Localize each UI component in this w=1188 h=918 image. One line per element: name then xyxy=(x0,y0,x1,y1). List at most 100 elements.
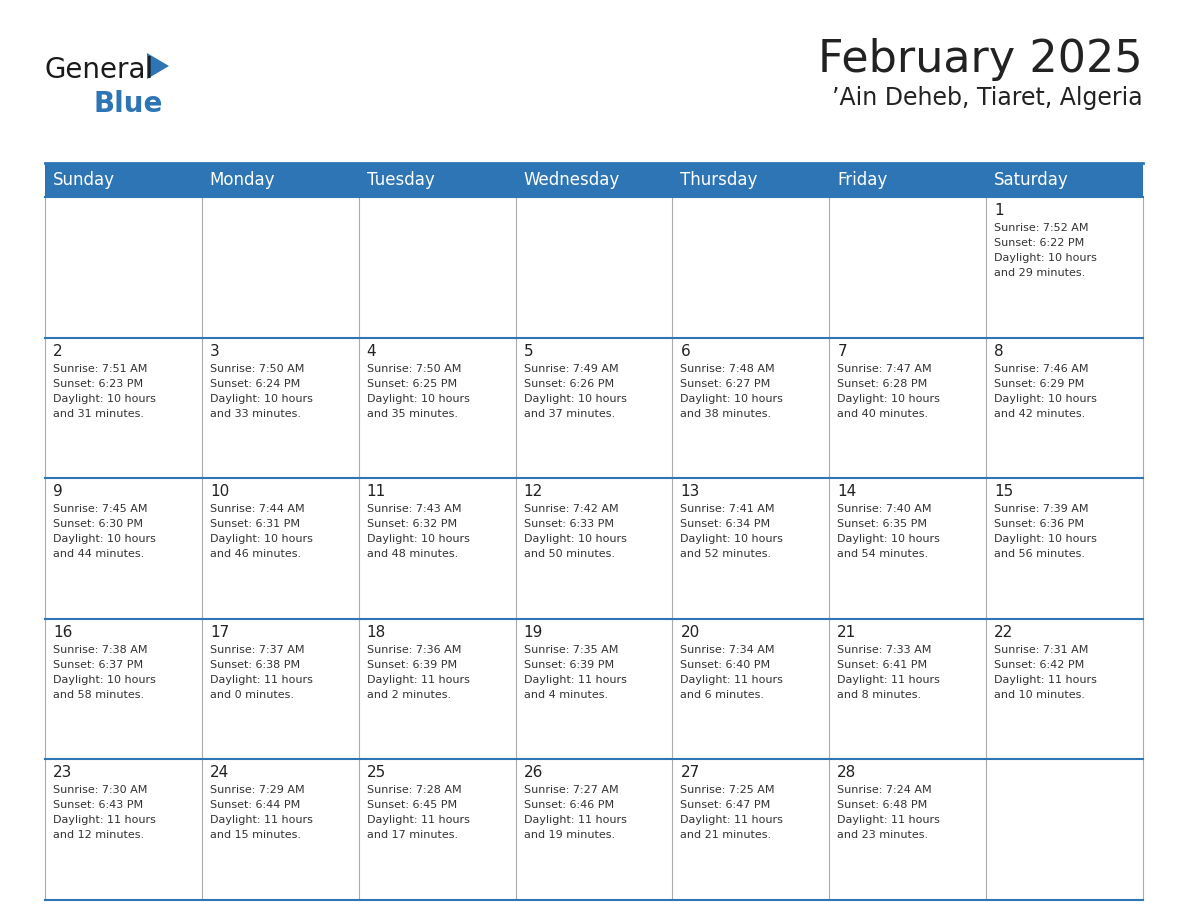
Text: Sunrise: 7:38 AM: Sunrise: 7:38 AM xyxy=(53,644,147,655)
Text: Sunrise: 7:48 AM: Sunrise: 7:48 AM xyxy=(681,364,775,374)
Text: Daylight: 11 hours: Daylight: 11 hours xyxy=(681,675,783,685)
Text: Sunset: 6:46 PM: Sunset: 6:46 PM xyxy=(524,800,614,811)
Text: Wednesday: Wednesday xyxy=(524,171,620,189)
Text: Sunset: 6:44 PM: Sunset: 6:44 PM xyxy=(210,800,301,811)
Text: Sunset: 6:42 PM: Sunset: 6:42 PM xyxy=(994,660,1085,670)
Text: Daylight: 10 hours: Daylight: 10 hours xyxy=(210,534,312,544)
Bar xyxy=(359,759,516,900)
Text: Sunrise: 7:44 AM: Sunrise: 7:44 AM xyxy=(210,504,304,514)
Text: Sunset: 6:41 PM: Sunset: 6:41 PM xyxy=(838,660,928,670)
Text: February 2025: February 2025 xyxy=(819,38,1143,81)
Text: Daylight: 11 hours: Daylight: 11 hours xyxy=(53,815,156,825)
Text: Sunrise: 7:42 AM: Sunrise: 7:42 AM xyxy=(524,504,618,514)
Text: 11: 11 xyxy=(367,484,386,499)
Bar xyxy=(516,478,672,619)
Polygon shape xyxy=(147,53,169,79)
Text: Sunrise: 7:33 AM: Sunrise: 7:33 AM xyxy=(838,644,931,655)
Text: Sunset: 6:48 PM: Sunset: 6:48 PM xyxy=(838,800,928,811)
Bar xyxy=(986,478,1143,619)
Text: Sunrise: 7:30 AM: Sunrise: 7:30 AM xyxy=(53,786,147,795)
Text: Sunrise: 7:46 AM: Sunrise: 7:46 AM xyxy=(994,364,1088,374)
Text: Sunset: 6:39 PM: Sunset: 6:39 PM xyxy=(524,660,614,670)
Text: Daylight: 10 hours: Daylight: 10 hours xyxy=(367,394,469,404)
Text: and 44 minutes.: and 44 minutes. xyxy=(53,549,144,559)
Text: and 48 minutes.: and 48 minutes. xyxy=(367,549,457,559)
Bar xyxy=(202,478,359,619)
Bar xyxy=(829,759,986,900)
Text: and 29 minutes.: and 29 minutes. xyxy=(994,268,1086,278)
Text: 27: 27 xyxy=(681,766,700,780)
Text: Sunrise: 7:51 AM: Sunrise: 7:51 AM xyxy=(53,364,147,374)
Text: and 10 minutes.: and 10 minutes. xyxy=(994,689,1085,700)
Text: Daylight: 10 hours: Daylight: 10 hours xyxy=(994,394,1097,404)
Text: Sunrise: 7:41 AM: Sunrise: 7:41 AM xyxy=(681,504,775,514)
Text: Daylight: 11 hours: Daylight: 11 hours xyxy=(838,815,940,825)
Text: Sunset: 6:47 PM: Sunset: 6:47 PM xyxy=(681,800,771,811)
Text: ’Ain Deheb, Tiaret, Algeria: ’Ain Deheb, Tiaret, Algeria xyxy=(833,86,1143,110)
Text: Daylight: 10 hours: Daylight: 10 hours xyxy=(210,394,312,404)
Text: Sunset: 6:25 PM: Sunset: 6:25 PM xyxy=(367,378,457,388)
Text: Sunrise: 7:37 AM: Sunrise: 7:37 AM xyxy=(210,644,304,655)
Text: Sunset: 6:35 PM: Sunset: 6:35 PM xyxy=(838,520,928,529)
Text: and 35 minutes.: and 35 minutes. xyxy=(367,409,457,419)
Bar xyxy=(672,338,829,478)
Bar xyxy=(829,619,986,759)
Text: Sunset: 6:37 PM: Sunset: 6:37 PM xyxy=(53,660,143,670)
Text: Sunrise: 7:34 AM: Sunrise: 7:34 AM xyxy=(681,644,775,655)
Text: Daylight: 10 hours: Daylight: 10 hours xyxy=(838,394,940,404)
Bar xyxy=(202,197,359,338)
Text: Sunrise: 7:49 AM: Sunrise: 7:49 AM xyxy=(524,364,618,374)
Text: Daylight: 11 hours: Daylight: 11 hours xyxy=(210,815,312,825)
Text: Tuesday: Tuesday xyxy=(367,171,435,189)
Text: and 19 minutes.: and 19 minutes. xyxy=(524,831,614,840)
Bar xyxy=(829,478,986,619)
Text: 5: 5 xyxy=(524,343,533,359)
Text: Sunset: 6:23 PM: Sunset: 6:23 PM xyxy=(53,378,143,388)
Text: Sunrise: 7:47 AM: Sunrise: 7:47 AM xyxy=(838,364,931,374)
Text: 17: 17 xyxy=(210,625,229,640)
Text: and 6 minutes.: and 6 minutes. xyxy=(681,689,764,700)
Text: Sunset: 6:34 PM: Sunset: 6:34 PM xyxy=(681,520,771,529)
Bar xyxy=(986,759,1143,900)
Bar xyxy=(45,338,202,478)
Text: Daylight: 10 hours: Daylight: 10 hours xyxy=(994,534,1097,544)
Bar xyxy=(986,338,1143,478)
Text: and 58 minutes.: and 58 minutes. xyxy=(53,689,144,700)
Bar xyxy=(359,197,516,338)
Text: Blue: Blue xyxy=(93,90,163,118)
Text: Daylight: 10 hours: Daylight: 10 hours xyxy=(994,253,1097,263)
Text: Daylight: 11 hours: Daylight: 11 hours xyxy=(524,675,626,685)
Text: Sunset: 6:39 PM: Sunset: 6:39 PM xyxy=(367,660,457,670)
Text: Sunrise: 7:35 AM: Sunrise: 7:35 AM xyxy=(524,644,618,655)
Text: 16: 16 xyxy=(53,625,72,640)
Text: Sunset: 6:27 PM: Sunset: 6:27 PM xyxy=(681,378,771,388)
Text: and 46 minutes.: and 46 minutes. xyxy=(210,549,301,559)
Bar xyxy=(986,197,1143,338)
Text: Daylight: 10 hours: Daylight: 10 hours xyxy=(681,394,783,404)
Bar xyxy=(45,478,202,619)
Text: Daylight: 10 hours: Daylight: 10 hours xyxy=(53,675,156,685)
Text: and 8 minutes.: and 8 minutes. xyxy=(838,689,922,700)
Text: and 33 minutes.: and 33 minutes. xyxy=(210,409,301,419)
Bar xyxy=(672,619,829,759)
Text: Sunday: Sunday xyxy=(53,171,115,189)
Text: Daylight: 10 hours: Daylight: 10 hours xyxy=(53,534,156,544)
Text: Sunrise: 7:52 AM: Sunrise: 7:52 AM xyxy=(994,223,1088,233)
Text: Sunset: 6:40 PM: Sunset: 6:40 PM xyxy=(681,660,771,670)
Text: 9: 9 xyxy=(53,484,63,499)
Text: 26: 26 xyxy=(524,766,543,780)
Text: 21: 21 xyxy=(838,625,857,640)
Bar xyxy=(516,759,672,900)
Text: Thursday: Thursday xyxy=(681,171,758,189)
Text: 23: 23 xyxy=(53,766,72,780)
Text: Sunrise: 7:36 AM: Sunrise: 7:36 AM xyxy=(367,644,461,655)
Text: and 37 minutes.: and 37 minutes. xyxy=(524,409,614,419)
Text: Daylight: 11 hours: Daylight: 11 hours xyxy=(210,675,312,685)
Text: Sunrise: 7:24 AM: Sunrise: 7:24 AM xyxy=(838,786,931,795)
Bar xyxy=(45,619,202,759)
Text: Monday: Monday xyxy=(210,171,276,189)
Text: Sunrise: 7:50 AM: Sunrise: 7:50 AM xyxy=(367,364,461,374)
Text: Saturday: Saturday xyxy=(994,171,1069,189)
Bar xyxy=(202,759,359,900)
Text: Sunrise: 7:45 AM: Sunrise: 7:45 AM xyxy=(53,504,147,514)
